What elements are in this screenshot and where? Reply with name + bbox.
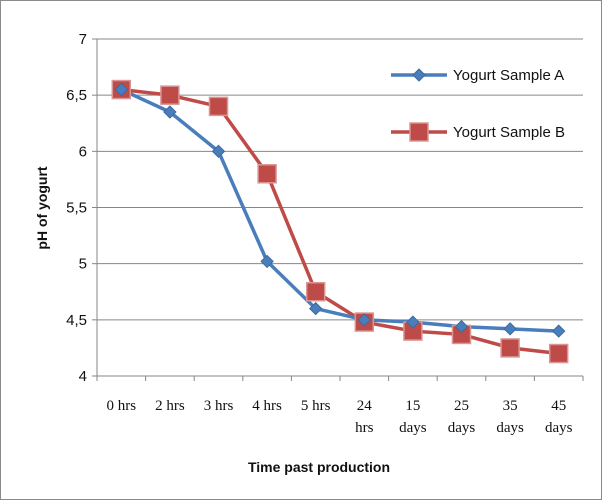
y-tick-label: 5,5: [66, 200, 87, 217]
y-tick-labels: 7 6,5 6 5,5 5 4,5 4: [66, 31, 87, 385]
series-line: [120, 87, 559, 333]
x-tick-label: 4 hrs: [252, 398, 282, 414]
data-point: [160, 85, 180, 105]
data-point: [454, 319, 469, 334]
legend-label: Yogurt Sample B: [453, 124, 565, 141]
x-axis-title: Time past production: [248, 459, 390, 475]
y-axis-title: pH of yogurt: [34, 166, 50, 250]
x-tick-label: 24 hrs: [355, 398, 373, 436]
x-tick-label: 35 days: [496, 398, 524, 436]
y-tick-label: 6: [79, 143, 87, 160]
y-tick-label: 6,5: [66, 87, 87, 104]
data-point: [357, 313, 372, 327]
y-tick-label: 7: [79, 31, 87, 48]
y-tick-label: 5: [79, 256, 87, 273]
data-point: [260, 254, 274, 269]
data-point: [163, 105, 177, 119]
legend-swatch-marker: [409, 122, 429, 142]
x-tick-label: 15 days: [399, 398, 427, 436]
data-point: [406, 315, 420, 329]
data-point: [114, 82, 129, 97]
data-point: [308, 301, 323, 316]
data-point: [257, 164, 277, 184]
x-tick-label: 5 hrs: [301, 398, 331, 414]
data-point: [548, 343, 569, 364]
x-tick-label: 0 hrs: [107, 398, 137, 414]
legend-label: Yogurt Sample A: [453, 67, 564, 84]
data-point: [211, 144, 226, 159]
x-tick-label: 25 days: [448, 398, 476, 436]
x-tick-label: 45 days: [545, 398, 573, 436]
legend: Yogurt Sample A Yogurt Sample B: [391, 67, 565, 142]
axes: [92, 38, 584, 381]
data-point: [503, 322, 517, 336]
data-point: [500, 338, 520, 358]
legend-swatch-marker: [412, 68, 426, 82]
y-tick-label: 4,5: [66, 312, 87, 329]
x-tick-labels: 0 hrs 2 hrs 3 hrs 4 hrs 5 hrs 24 hrs 15 days 25 da…: [107, 398, 573, 436]
y-tick-label: 4: [79, 368, 87, 385]
x-tick-label: 2 hrs: [155, 398, 185, 414]
data-point: [208, 96, 229, 117]
data-point: [551, 324, 566, 338]
data-point: [305, 282, 326, 302]
series-layer: [111, 79, 569, 364]
series-line: [121, 87, 559, 356]
x-tick-label: 3 hrs: [204, 398, 234, 414]
